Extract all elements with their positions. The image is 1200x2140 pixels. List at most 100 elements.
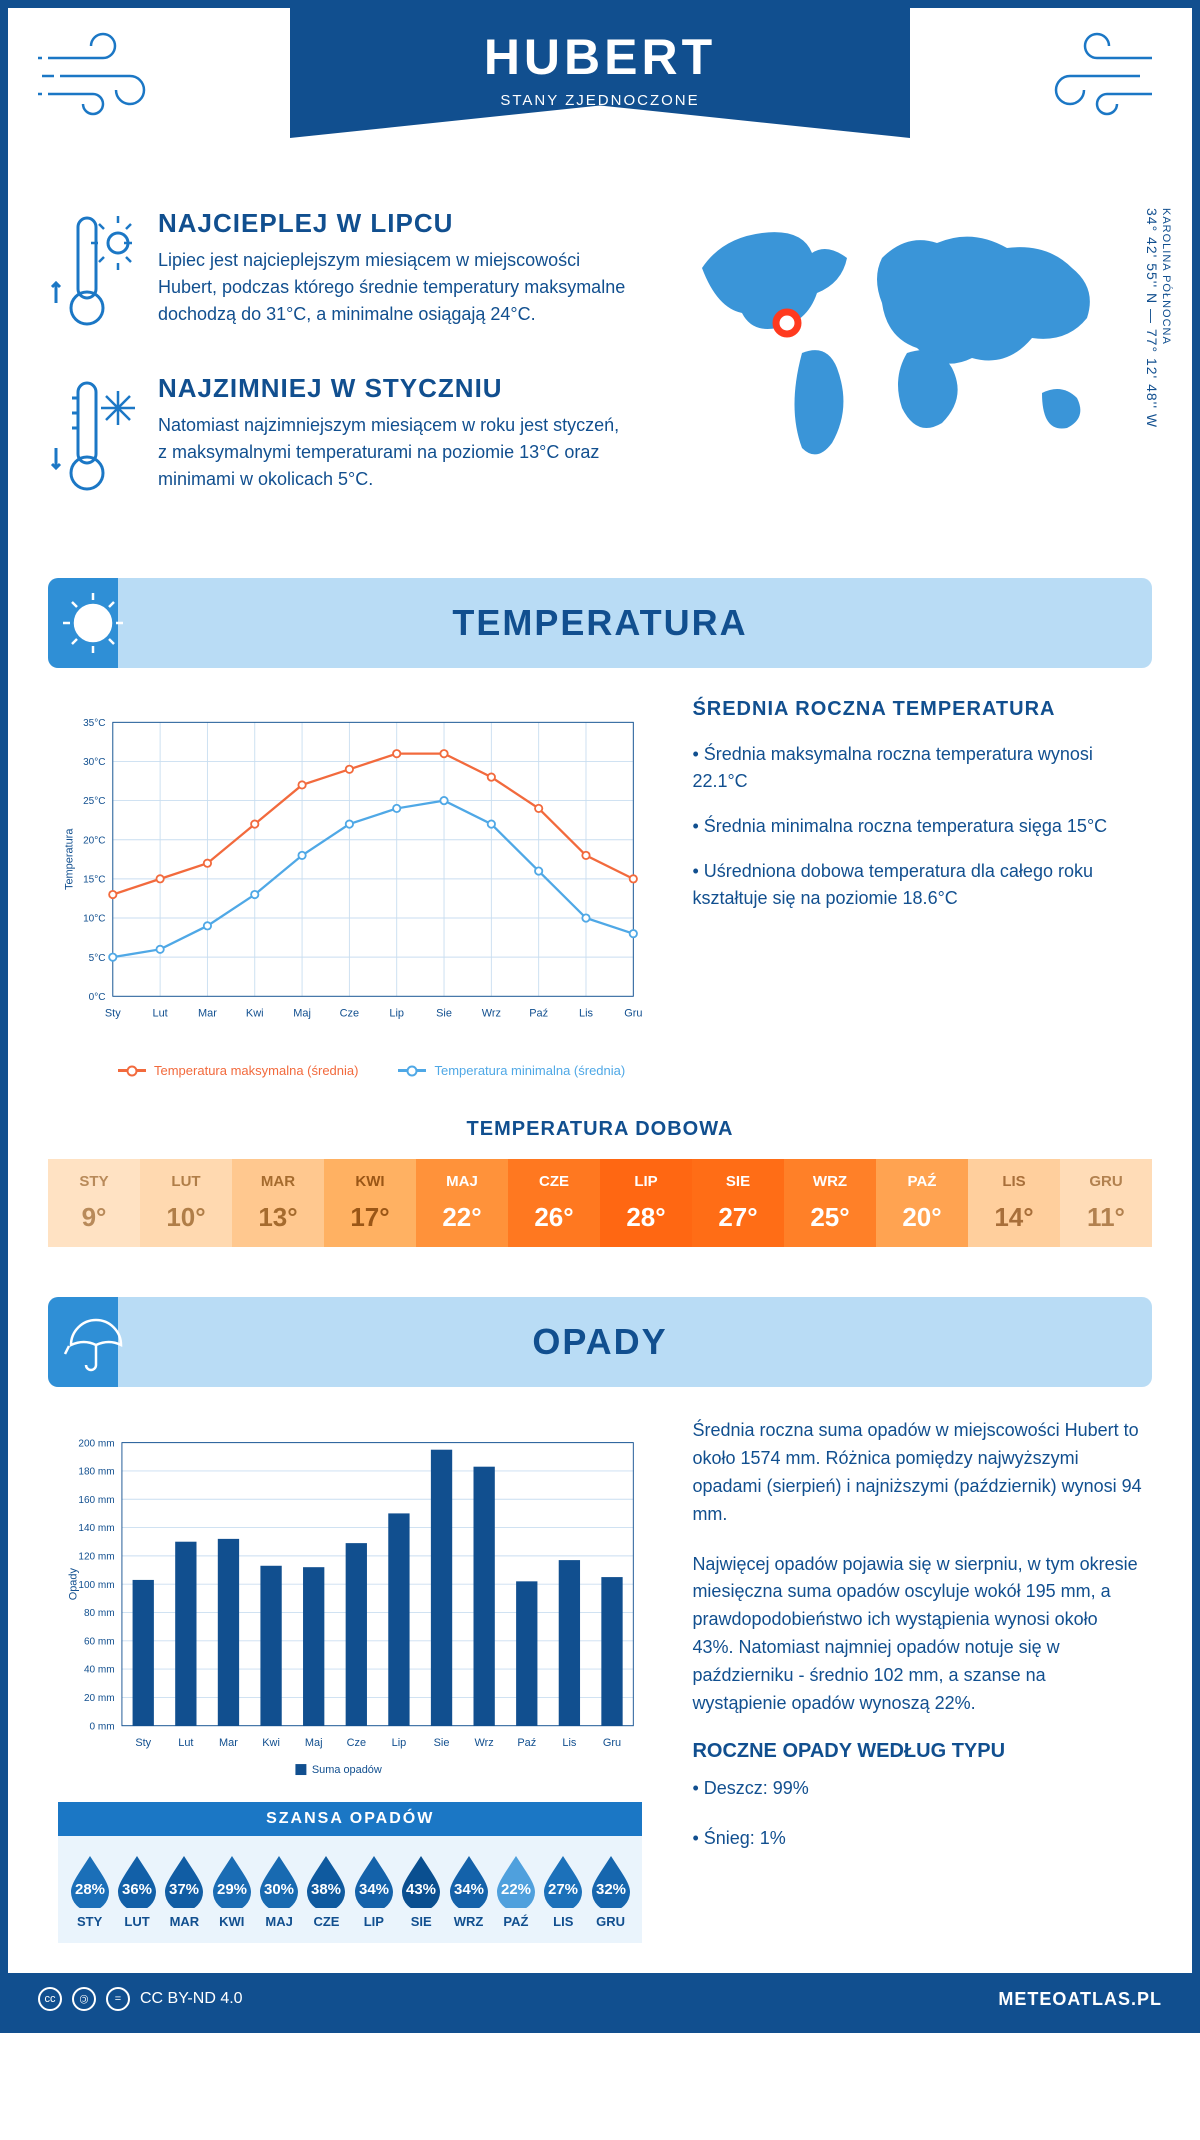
daily-cell: MAJ 22°	[416, 1159, 508, 1247]
svg-text:20 mm: 20 mm	[84, 1693, 115, 1704]
world-map-icon	[672, 208, 1132, 468]
svg-text:38%: 38%	[311, 1881, 341, 1898]
chance-month: KWI	[209, 1914, 255, 1929]
precip-chart-block: 0 mm20 mm40 mm60 mm80 mm100 mm120 mm140 …	[58, 1417, 642, 1943]
svg-text:35°C: 35°C	[83, 718, 105, 729]
svg-text:100 mm: 100 mm	[78, 1580, 114, 1591]
chance-drop: 32% GRU	[588, 1852, 634, 1929]
svg-text:Mar: Mar	[219, 1737, 238, 1749]
daily-value: 22°	[416, 1202, 508, 1233]
chance-month: LUT	[114, 1914, 160, 1929]
daily-cell: LIS14°	[968, 1159, 1060, 1247]
svg-text:Kwi: Kwi	[262, 1737, 280, 1749]
chance-month: CZE	[303, 1914, 349, 1929]
daily-temp-title: TEMPERATURA DOBOWA	[8, 1118, 1192, 1141]
svg-text:5°C: 5°C	[89, 953, 106, 964]
svg-text:34%: 34%	[454, 1881, 484, 1898]
svg-text:30°C: 30°C	[83, 757, 105, 768]
svg-text:Lip: Lip	[389, 1007, 404, 1019]
svg-text:Kwi: Kwi	[246, 1007, 264, 1019]
daily-month: MAJ	[416, 1173, 508, 1190]
temperature-body: 0°C5°C10°C15°C20°C25°C30°C35°CStyLutMarK…	[8, 698, 1192, 1118]
temperature-chart: 0°C5°C10°C15°C20°C25°C30°C35°CStyLutMarK…	[58, 698, 642, 1078]
svg-text:28%: 28%	[75, 1881, 105, 1898]
country-subtitle: STANY ZJEDNOCZONE	[290, 92, 910, 109]
temp-summary-line: • Średnia minimalna roczna temperatura s…	[692, 813, 1142, 840]
legend-max: Temperatura maksymalna (średnia)	[154, 1063, 358, 1078]
svg-text:34%: 34%	[359, 1881, 389, 1898]
precip-title: OPADY	[138, 1321, 1152, 1363]
chance-month: WRZ	[446, 1914, 492, 1929]
chance-drop: 30% MAJ	[256, 1852, 302, 1929]
title-ribbon: HUBERT STANY ZJEDNOCZONE	[290, 8, 910, 138]
latlon-label: 34° 42' 55'' N — 77° 12' 48'' W	[1144, 208, 1160, 428]
svg-text:29%: 29%	[217, 1881, 247, 1898]
location-marker-icon	[776, 312, 798, 334]
footer: cc 🄯 = CC BY-ND 4.0 METEOATLAS.PL	[8, 1973, 1192, 2025]
region-label: KAROLINA PÓŁNOCNA	[1160, 208, 1172, 420]
svg-text:160 mm: 160 mm	[78, 1495, 114, 1506]
svg-text:Cze: Cze	[340, 1007, 359, 1019]
chance-drop: 38% CZE	[303, 1852, 349, 1929]
daily-month: SIE	[692, 1173, 784, 1190]
daily-cell: MAR 13°	[232, 1159, 324, 1247]
daily-month: GRU	[1060, 1173, 1152, 1190]
svg-text:180 mm: 180 mm	[78, 1467, 114, 1478]
svg-text:Gru: Gru	[603, 1737, 621, 1749]
intro-section: NAJCIEPLEJ W LIPCU Lipiec jest najcieple…	[8, 188, 1192, 568]
svg-text:20°C: 20°C	[83, 835, 105, 846]
header: HUBERT STANY ZJEDNOCZONE	[8, 8, 1192, 188]
precip-type-line: • Deszcz: 99%	[692, 1775, 1142, 1803]
warmest-block: NAJCIEPLEJ W LIPCU Lipiec jest najcieple…	[48, 208, 632, 343]
chance-title: SZANSA OPADÓW	[58, 1802, 642, 1836]
daily-month: LUT	[140, 1173, 232, 1190]
coldest-text: Natomiast najzimniejszym miesiącem w rok…	[158, 412, 632, 493]
svg-text:80 mm: 80 mm	[84, 1608, 115, 1619]
daily-value: 25°	[784, 1202, 876, 1233]
temperature-summary: ŚREDNIA ROCZNA TEMPERATURA • Średnia mak…	[692, 698, 1142, 1078]
chance-month: LIS	[540, 1914, 586, 1929]
svg-text:Maj: Maj	[293, 1007, 311, 1019]
temp-summary-line: • Uśredniona dobowa temperatura dla całe…	[692, 858, 1142, 912]
svg-text:Lut: Lut	[153, 1007, 168, 1019]
sun-icon	[48, 578, 138, 668]
daily-month: PAŹ	[876, 1173, 968, 1190]
svg-text:25°C: 25°C	[83, 796, 105, 807]
svg-text:Cze: Cze	[347, 1737, 366, 1749]
svg-text:Lis: Lis	[562, 1737, 577, 1749]
nd-icon: =	[106, 1987, 130, 2011]
svg-text:Temperatura: Temperatura	[64, 828, 76, 890]
precip-type-line: • Śnieg: 1%	[692, 1825, 1142, 1853]
chance-month: PAŹ	[493, 1914, 539, 1929]
daily-value: 11°	[1060, 1202, 1152, 1233]
site-name: METEOATLAS.PL	[998, 1989, 1162, 2010]
svg-text:Sie: Sie	[434, 1737, 450, 1749]
daily-month: MAR	[232, 1173, 324, 1190]
chance-drop: 34% WRZ	[446, 1852, 492, 1929]
temperature-title: TEMPERATURA	[138, 602, 1152, 644]
intro-text-column: NAJCIEPLEJ W LIPCU Lipiec jest najcieple…	[48, 208, 632, 538]
wind-icon	[1042, 28, 1162, 123]
daily-value: 9°	[48, 1202, 140, 1233]
chance-drop: 28% STY	[67, 1852, 113, 1929]
precip-body: 0 mm20 mm40 mm60 mm80 mm100 mm120 mm140 …	[8, 1417, 1192, 1973]
daily-value: 17°	[324, 1202, 416, 1233]
daily-cell: WRZ25°	[784, 1159, 876, 1247]
svg-text:30%: 30%	[264, 1881, 294, 1898]
daily-cell: LIP28°	[600, 1159, 692, 1247]
daily-cell: STY 9°	[48, 1159, 140, 1247]
svg-text:40 mm: 40 mm	[84, 1665, 115, 1676]
svg-text:Gru: Gru	[624, 1007, 642, 1019]
svg-text:0°C: 0°C	[89, 992, 106, 1003]
precip-chance-box: SZANSA OPADÓW 28% STY 36% LUT 37% MAR 29…	[58, 1802, 642, 1943]
chance-month: STY	[67, 1914, 113, 1929]
chance-month: MAR	[161, 1914, 207, 1929]
daily-cell: PAŹ20°	[876, 1159, 968, 1247]
daily-cell: CZE26°	[508, 1159, 600, 1247]
by-icon: 🄯	[72, 1987, 96, 2011]
chance-drop: 22% PAŹ	[493, 1852, 539, 1929]
daily-value: 13°	[232, 1202, 324, 1233]
cc-icon: cc	[38, 1987, 62, 2011]
daily-month: STY	[48, 1173, 140, 1190]
svg-text:Sie: Sie	[436, 1007, 452, 1019]
